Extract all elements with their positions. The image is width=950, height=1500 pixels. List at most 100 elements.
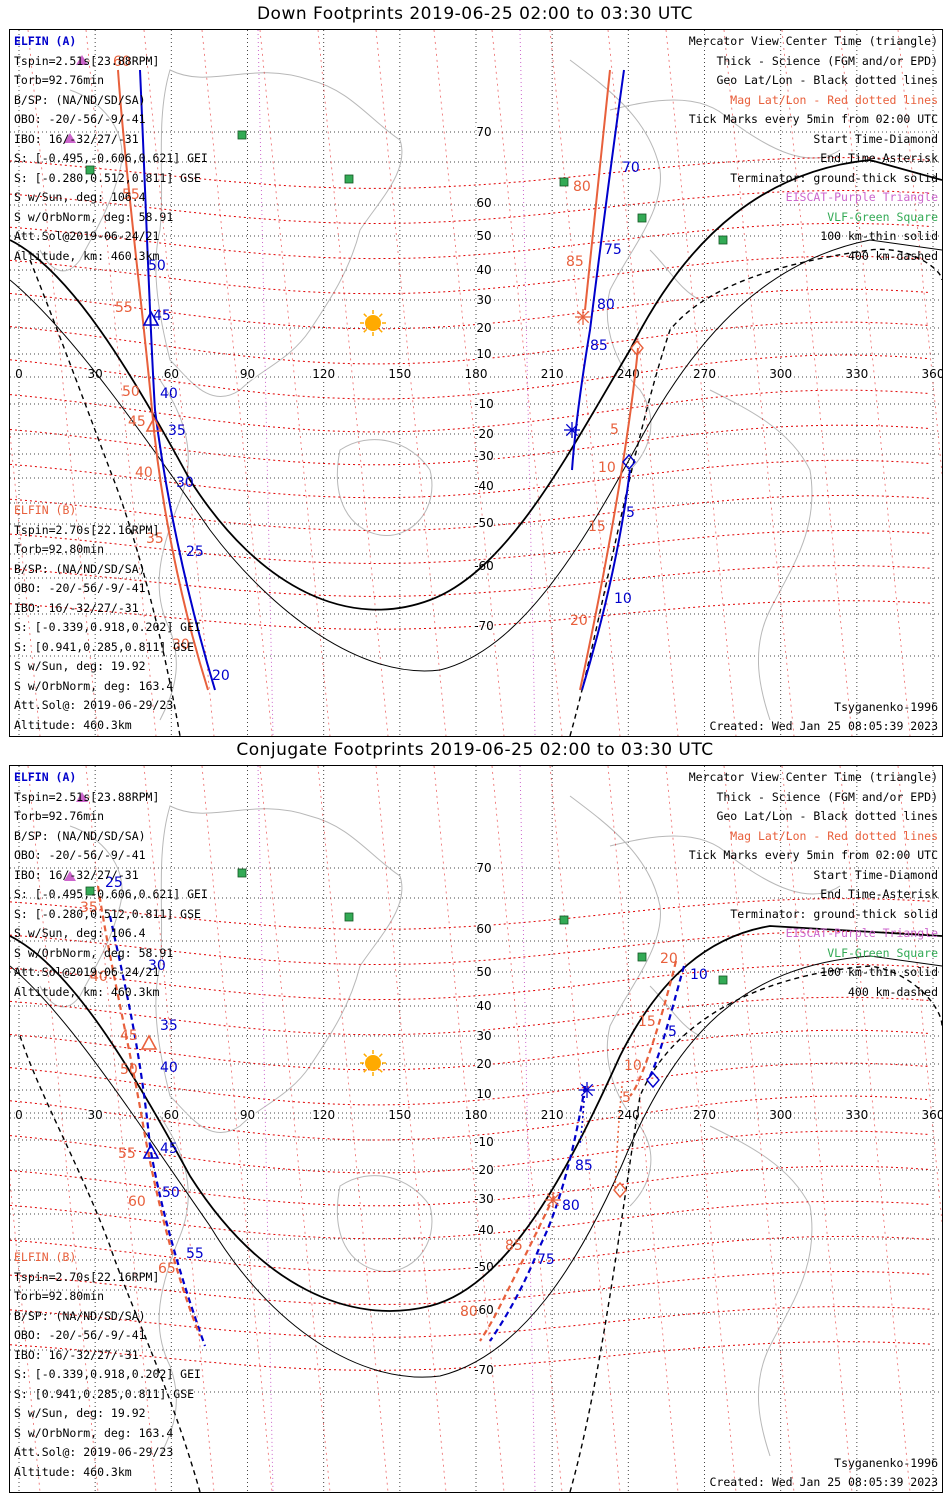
info-line: S: [-0.495,-0.606,0.621] GEI [14, 151, 208, 165]
mag-parallel [10, 963, 931, 1001]
coastline [336, 439, 433, 537]
mag-meridian [723, 766, 795, 1492]
legend-line: Mag Lat/Lon - Red dotted lines [730, 92, 938, 107]
mag-parallel [10, 494, 931, 532]
sun-ray [378, 328, 383, 333]
vlf-station-icon [718, 235, 728, 245]
lon-tick-label: 150 [388, 1108, 411, 1122]
tick-label: 85 [590, 338, 608, 354]
elfin-b-track [629, 960, 678, 1097]
lat-tick-label: -20 [474, 1163, 494, 1177]
elfin-a-label: ELFIN (A) [14, 770, 77, 784]
legend-line: VLF-Green Square [827, 209, 938, 224]
eiscat-station-icon [64, 133, 76, 143]
info-line: Att.Sol@2019-06-24/21 [14, 229, 160, 243]
info-line: S w/Sun, deg: 106.4 [14, 926, 146, 940]
lon-tick-label: 210 [541, 1108, 564, 1122]
info-line: S w/OrbNorm, deg: 163.4 [14, 678, 174, 693]
mag-meridian [27, 30, 99, 736]
elfin-a-info: ELFIN (A) Tspin=2.51s[23.88RPM] Torb=92.… [14, 768, 208, 1002]
info-line: S: [-0.280,0.512,0.811] GSE [14, 906, 201, 921]
info-line: B/SP: (NA/ND/SD/SA) [14, 1308, 146, 1323]
mag-meridian [491, 30, 563, 736]
lon-tick-label: 330 [845, 1108, 868, 1122]
vlf-station-icon [344, 174, 354, 184]
lat-tick-label: 40 [476, 999, 491, 1013]
lat-tick-label: -30 [474, 449, 494, 463]
mag-meridian [433, 766, 505, 1492]
info-line: Torb=92.76min [14, 809, 105, 823]
end-time-asterisk-icon [565, 423, 579, 437]
mag-meridian [607, 766, 679, 1492]
info-line: IBO: 16/-32/27/-31 [14, 600, 139, 615]
lat-tick-label: -60 [474, 1303, 494, 1317]
eiscat-station-icon [76, 792, 88, 802]
elfin-b-info: ELFIN (B) Tspin=2.70s[22.16RPM] Torb=92.… [14, 1248, 201, 1482]
mag-meridian [607, 30, 679, 736]
end-time-asterisk-icon [546, 1193, 560, 1207]
mag-parallel [10, 1130, 931, 1174]
tick-label: 10 [690, 967, 708, 983]
mag-parallel [10, 424, 931, 466]
elfin-b-info: ELFIN (B) Tspin=2.70s[22.16RPM] Torb=92.… [14, 501, 201, 735]
mag-meridian [143, 30, 215, 736]
mag-meridian [10, 1176, 41, 1492]
lon-tick-label: 300 [769, 1108, 792, 1122]
tick-label: 75 [604, 242, 622, 258]
sun-ray [363, 328, 368, 333]
info-line: Tspin=2.51s[23.88RPM] [14, 53, 160, 68]
lon-tick-label: 60 [164, 1108, 179, 1122]
end-time-asterisk-icon [576, 310, 590, 324]
tick-label: 10 [624, 1058, 642, 1074]
legend-line: 100 km-thin solid [820, 965, 938, 979]
info-line: Torb=92.80min [14, 1289, 105, 1303]
lat-tick-label: 50 [476, 965, 491, 979]
lat-tick-label: 70 [476, 861, 491, 875]
legend-line: Thick - Science (FGM and/or EPD) [716, 789, 938, 804]
terminator-ground [10, 159, 942, 611]
mag-parallel [10, 1306, 931, 1338]
legend: Mercator View Center Time (triangle) Thi… [689, 768, 938, 1002]
mag-meridian [317, 766, 389, 1492]
eiscat-station-icon [64, 871, 76, 881]
mag-meridian [839, 30, 911, 736]
info-line: OBO: -20/-56/-9/-41 [14, 581, 146, 595]
info-line: IBO: 16/-32/27/-31 [14, 131, 139, 146]
tick-label: 65 [158, 1261, 176, 1277]
tick-label: 15 [638, 1014, 656, 1030]
lat-tick-label: 10 [476, 347, 491, 361]
legend-line: Mercator View Center Time (triangle) [688, 34, 938, 48]
info-line: Altitude, km: 460.3km [14, 984, 160, 999]
mag-parallel [10, 1235, 931, 1273]
mag-meridian [27, 766, 99, 1492]
eiscat-line [519, 30, 536, 736]
coastline [569, 795, 661, 1207]
terminator-400km [569, 965, 942, 1492]
lat-tick-label: -10 [474, 397, 494, 411]
tick-label: 55 [186, 1246, 204, 1262]
elfin-b-track [614, 1085, 623, 1192]
tick-label: 55 [118, 1146, 136, 1162]
tick-label: 60 [128, 1194, 146, 1210]
lat-tick-label: -40 [474, 479, 494, 493]
lon-tick-label: 360 [922, 367, 942, 381]
mag-meridian [433, 30, 505, 736]
info-line: Att.Sol@: 2019-06-29/23 [14, 698, 174, 712]
info-line: S: [-0.339,0.918,0.202] GEI [14, 1367, 201, 1381]
mag-parallel [10, 1029, 931, 1071]
coastline [39, 825, 123, 1008]
lat-tick-label: -50 [474, 516, 494, 530]
elfin-b-label: ELFIN (B) [14, 1250, 77, 1264]
coastline [336, 1175, 433, 1273]
info-line: Att.Sol@2019-06-24/21 [14, 965, 160, 979]
mag-meridian [665, 766, 737, 1492]
tick-label: 35 [160, 1018, 178, 1034]
coastline [649, 249, 701, 301]
mag-parallel [10, 930, 931, 966]
info-line: Tspin=2.70s[22.16RPM] [14, 522, 160, 537]
mag-meridian [549, 30, 621, 736]
mag-parallel [10, 996, 931, 1036]
elfin-b-label: ELFIN (B) [14, 503, 77, 517]
mag-meridian [781, 30, 853, 736]
info-line: Altitude, km: 460.3km [14, 248, 160, 263]
